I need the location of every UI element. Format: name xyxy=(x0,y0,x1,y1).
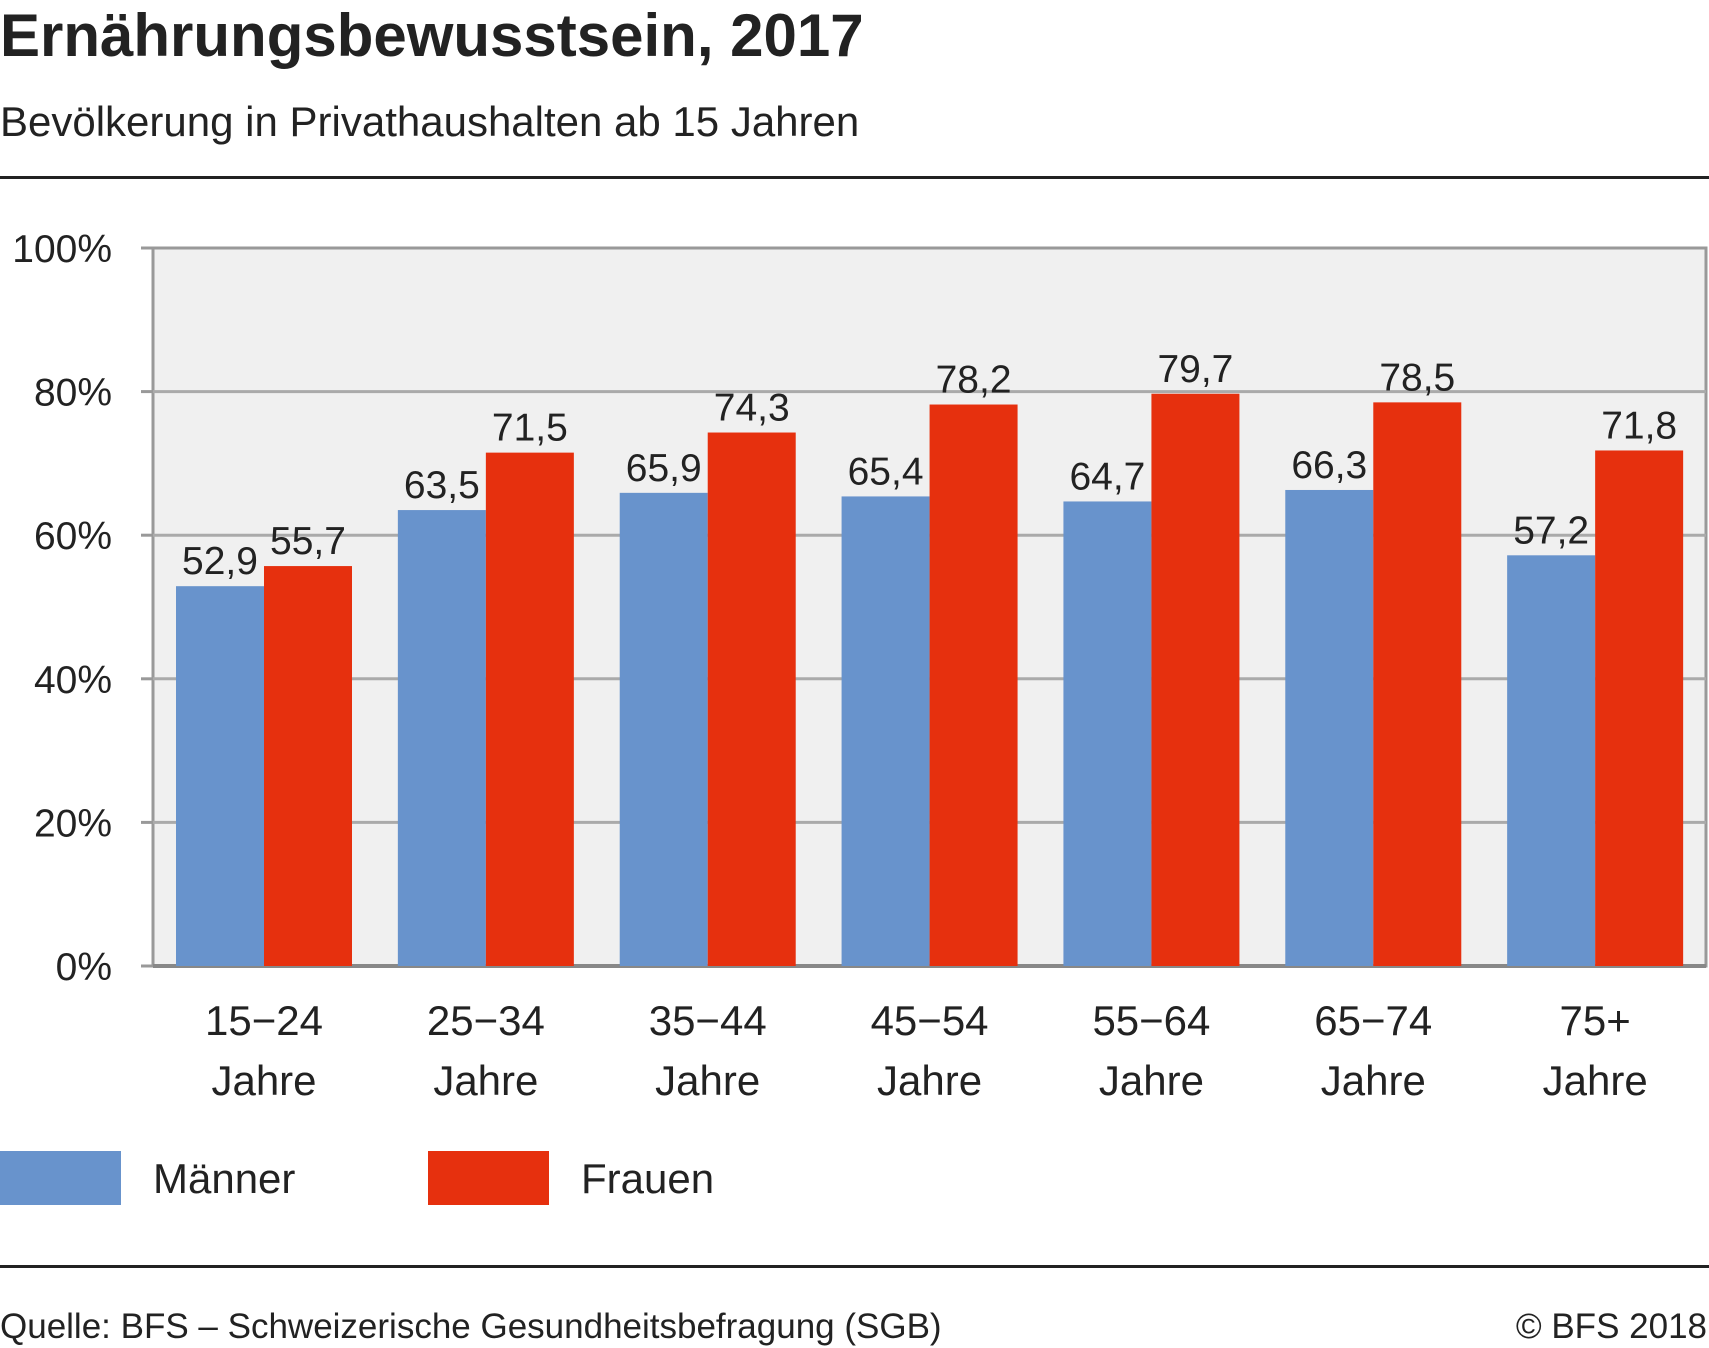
bar-frauen xyxy=(1595,450,1684,966)
x-tick-label: Jahre xyxy=(1099,1057,1204,1104)
x-tick-label: 65−74 xyxy=(1314,997,1432,1044)
legend: Männer Frauen xyxy=(0,1151,714,1205)
x-tick-label: Jahre xyxy=(1321,1057,1426,1104)
data-label: 63,5 xyxy=(404,464,480,507)
x-tick-label: 45−54 xyxy=(871,997,989,1044)
y-tick-label: 60% xyxy=(34,515,112,558)
top-rule xyxy=(0,176,1709,179)
bar-frauen xyxy=(707,432,796,966)
x-tick-label: Jahre xyxy=(211,1057,316,1104)
data-label: 52,9 xyxy=(182,540,258,583)
data-label: 71,5 xyxy=(492,407,568,450)
data-label: 64,7 xyxy=(1069,455,1145,498)
chart-subtitle: Bevölkerung in Privathaushalten ab 15 Ja… xyxy=(0,98,859,145)
bar-frauen xyxy=(264,566,352,966)
bottom-rule xyxy=(0,1265,1709,1268)
y-tick-label: 0% xyxy=(56,946,112,989)
chart-title: Ernährungsbewusstsein, 2017 xyxy=(0,2,864,69)
x-tick-label: Jahre xyxy=(655,1057,760,1104)
x-tick-label: 55−64 xyxy=(1092,997,1210,1044)
x-tick-label: Jahre xyxy=(1543,1057,1648,1104)
legend-swatch-frauen xyxy=(428,1151,549,1205)
x-tick-label: Jahre xyxy=(877,1057,982,1104)
data-label: 66,3 xyxy=(1291,444,1367,487)
y-tick-label: 80% xyxy=(34,372,112,415)
bar-frauen xyxy=(929,404,1018,966)
x-tick-label: Jahre xyxy=(433,1057,538,1104)
legend-label: Männer xyxy=(153,1155,295,1202)
data-label: 78,5 xyxy=(1379,356,1455,399)
data-label: 71,8 xyxy=(1601,404,1677,447)
x-tick-label: 75+ xyxy=(1560,997,1631,1044)
bar-männer xyxy=(619,492,708,966)
y-tick-label: 40% xyxy=(34,659,112,702)
bar-männer xyxy=(1285,489,1374,966)
copyright: © BFS 2018 xyxy=(1516,1307,1707,1346)
legend-swatch-männer xyxy=(0,1151,121,1205)
bar-männer xyxy=(176,586,264,966)
y-tick-label: 20% xyxy=(34,802,112,845)
source-note: Quelle: BFS – Schweizerische Gesundheits… xyxy=(0,1307,942,1346)
data-label: 74,3 xyxy=(714,387,790,430)
bar-männer xyxy=(1507,555,1596,966)
x-tick-label: 35−44 xyxy=(649,997,767,1044)
data-label: 65,9 xyxy=(626,447,702,490)
data-label: 65,4 xyxy=(848,450,924,493)
data-label: 78,2 xyxy=(936,359,1012,402)
bar-männer xyxy=(841,496,930,966)
x-tick-label: 25−34 xyxy=(427,997,545,1044)
legend-label: Frauen xyxy=(581,1155,714,1202)
bar-frauen xyxy=(485,452,574,966)
data-label: 55,7 xyxy=(270,520,346,563)
data-label: 57,2 xyxy=(1513,509,1589,552)
bar-frauen xyxy=(1151,393,1240,966)
x-tick-label: 15−24 xyxy=(205,997,323,1044)
bar-frauen xyxy=(1373,402,1462,966)
bar-männer xyxy=(1063,501,1152,966)
bar-männer xyxy=(397,510,486,966)
y-tick-label: 100% xyxy=(12,228,112,271)
data-label: 79,7 xyxy=(1157,348,1233,391)
